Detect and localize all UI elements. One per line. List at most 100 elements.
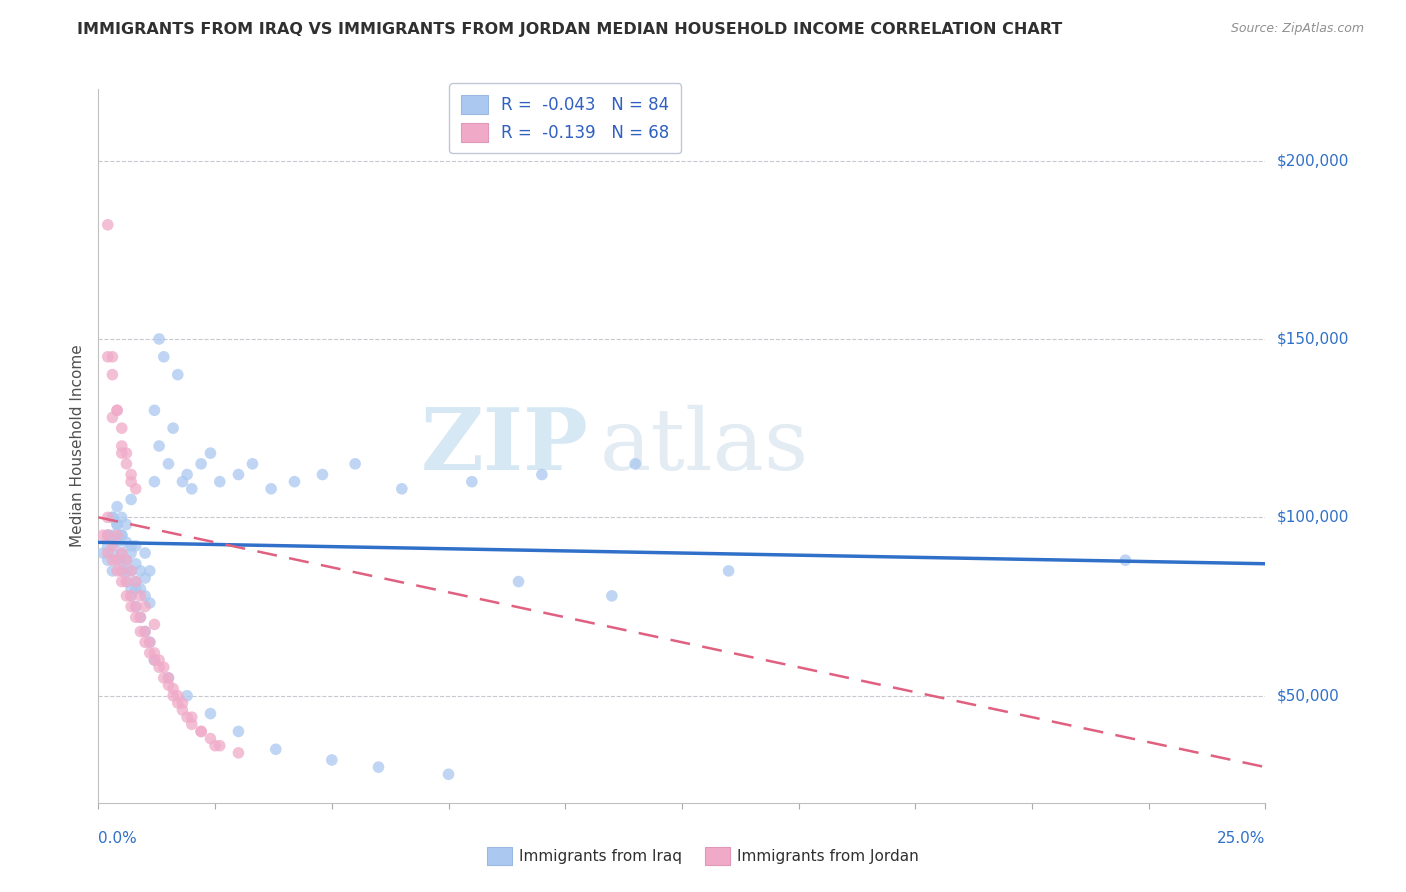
- Point: [344, 457, 367, 471]
- Point: [162, 421, 184, 435]
- Point: [148, 439, 170, 453]
- Point: [148, 660, 170, 674]
- Point: [172, 475, 194, 489]
- Point: [115, 553, 138, 567]
- Point: [97, 528, 120, 542]
- Point: [172, 703, 194, 717]
- Point: [111, 421, 134, 435]
- Point: [111, 546, 134, 560]
- Point: [105, 403, 128, 417]
- Text: IMMIGRANTS FROM IRAQ VS IMMIGRANTS FROM JORDAN MEDIAN HOUSEHOLD INCOME CORRELATI: IMMIGRANTS FROM IRAQ VS IMMIGRANTS FROM …: [77, 22, 1063, 37]
- Point: [101, 350, 124, 364]
- Point: [228, 467, 250, 482]
- Point: [190, 457, 212, 471]
- Point: [180, 482, 202, 496]
- Point: [208, 739, 231, 753]
- Point: [148, 653, 170, 667]
- Point: [143, 617, 166, 632]
- Text: $50,000: $50,000: [1277, 689, 1340, 703]
- Point: [97, 546, 120, 560]
- Point: [111, 564, 134, 578]
- Point: [143, 653, 166, 667]
- Point: [139, 646, 162, 660]
- Point: [391, 482, 413, 496]
- Point: [97, 510, 120, 524]
- Point: [97, 350, 120, 364]
- Point: [129, 610, 152, 624]
- Point: [129, 589, 152, 603]
- Point: [105, 528, 128, 542]
- Point: [162, 689, 184, 703]
- Point: [115, 553, 138, 567]
- Point: [129, 624, 152, 639]
- Point: [115, 535, 138, 549]
- Point: [242, 457, 264, 471]
- Point: [129, 610, 152, 624]
- Point: [200, 731, 222, 746]
- Point: [157, 678, 180, 692]
- Point: [125, 599, 148, 614]
- Point: [166, 368, 188, 382]
- Point: [115, 574, 138, 589]
- Point: [125, 574, 148, 589]
- Point: [166, 689, 188, 703]
- Point: [129, 582, 152, 596]
- Point: [111, 528, 134, 542]
- Point: [101, 564, 124, 578]
- Point: [105, 517, 128, 532]
- Point: [120, 467, 142, 482]
- Point: [283, 475, 305, 489]
- Point: [437, 767, 460, 781]
- Point: [120, 492, 142, 507]
- Point: [105, 553, 128, 567]
- Point: [97, 218, 120, 232]
- Point: [120, 589, 142, 603]
- Point: [162, 681, 184, 696]
- Point: [115, 589, 138, 603]
- Text: $150,000: $150,000: [1277, 332, 1348, 346]
- Point: [180, 717, 202, 731]
- Point: [97, 528, 120, 542]
- Point: [228, 724, 250, 739]
- Point: [111, 528, 134, 542]
- Point: [105, 500, 128, 514]
- Point: [101, 510, 124, 524]
- Point: [624, 457, 647, 471]
- Point: [208, 475, 231, 489]
- Point: [260, 482, 283, 496]
- Point: [461, 475, 484, 489]
- Point: [157, 671, 180, 685]
- Point: [143, 403, 166, 417]
- Text: 25.0%: 25.0%: [1218, 831, 1265, 847]
- Point: [105, 403, 128, 417]
- Point: [105, 553, 128, 567]
- Point: [101, 410, 124, 425]
- Point: [111, 546, 134, 560]
- Point: [111, 446, 134, 460]
- Point: [111, 439, 134, 453]
- Point: [367, 760, 389, 774]
- Point: [125, 582, 148, 596]
- Point: [115, 564, 138, 578]
- Point: [148, 332, 170, 346]
- Point: [101, 368, 124, 382]
- Point: [190, 724, 212, 739]
- Point: [190, 724, 212, 739]
- Point: [115, 457, 138, 471]
- Point: [111, 564, 134, 578]
- Point: [200, 706, 222, 721]
- Point: [125, 610, 148, 624]
- Point: [120, 539, 142, 553]
- Point: [134, 571, 156, 585]
- Point: [152, 350, 174, 364]
- Point: [111, 574, 134, 589]
- Point: [139, 596, 162, 610]
- Point: [105, 517, 128, 532]
- Point: [311, 467, 333, 482]
- Text: atlas: atlas: [600, 404, 810, 488]
- Point: [321, 753, 343, 767]
- Point: [530, 467, 553, 482]
- Point: [172, 696, 194, 710]
- Point: [120, 564, 142, 578]
- Point: [139, 635, 162, 649]
